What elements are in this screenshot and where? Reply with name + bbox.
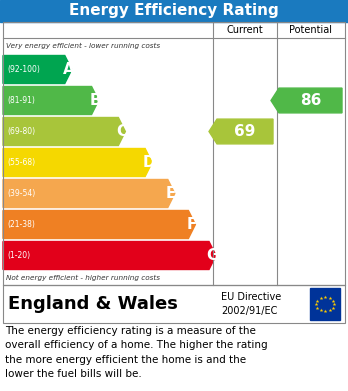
Text: (55-68): (55-68) bbox=[7, 158, 35, 167]
Text: (39-54): (39-54) bbox=[7, 189, 35, 198]
Polygon shape bbox=[3, 56, 72, 84]
Text: B: B bbox=[89, 93, 101, 108]
Polygon shape bbox=[3, 179, 175, 208]
Text: C: C bbox=[116, 124, 127, 139]
Text: (81-91): (81-91) bbox=[7, 96, 35, 105]
Polygon shape bbox=[3, 149, 152, 176]
Text: (69-80): (69-80) bbox=[7, 127, 35, 136]
Polygon shape bbox=[3, 86, 98, 115]
Polygon shape bbox=[3, 210, 195, 239]
Text: A: A bbox=[62, 62, 74, 77]
Polygon shape bbox=[271, 88, 342, 113]
Text: E: E bbox=[166, 186, 176, 201]
Text: Not energy efficient - higher running costs: Not energy efficient - higher running co… bbox=[6, 275, 160, 281]
Polygon shape bbox=[3, 242, 216, 269]
Text: 86: 86 bbox=[300, 93, 321, 108]
Text: EU Directive
2002/91/EC: EU Directive 2002/91/EC bbox=[221, 292, 281, 316]
Text: England & Wales: England & Wales bbox=[8, 295, 178, 313]
Text: 69: 69 bbox=[234, 124, 256, 139]
Bar bbox=[3, 285, 345, 323]
Text: Energy Efficiency Rating: Energy Efficiency Rating bbox=[69, 4, 279, 18]
Text: Very energy efficient - lower running costs: Very energy efficient - lower running co… bbox=[6, 43, 160, 49]
Text: The energy efficiency rating is a measure of the
overall efficiency of a home. T: The energy efficiency rating is a measur… bbox=[5, 326, 268, 379]
Bar bbox=[0, 0, 348, 22]
Text: D: D bbox=[142, 155, 155, 170]
Text: F: F bbox=[187, 217, 197, 232]
Bar bbox=[310, 288, 340, 320]
Text: Current: Current bbox=[227, 25, 263, 35]
Polygon shape bbox=[209, 119, 273, 144]
Text: (21-38): (21-38) bbox=[7, 220, 35, 229]
Text: (1-20): (1-20) bbox=[7, 251, 30, 260]
Polygon shape bbox=[3, 118, 125, 145]
Text: G: G bbox=[206, 248, 219, 263]
Text: Potential: Potential bbox=[290, 25, 332, 35]
Bar bbox=[3, 22, 345, 285]
Text: (92-100): (92-100) bbox=[7, 65, 40, 74]
